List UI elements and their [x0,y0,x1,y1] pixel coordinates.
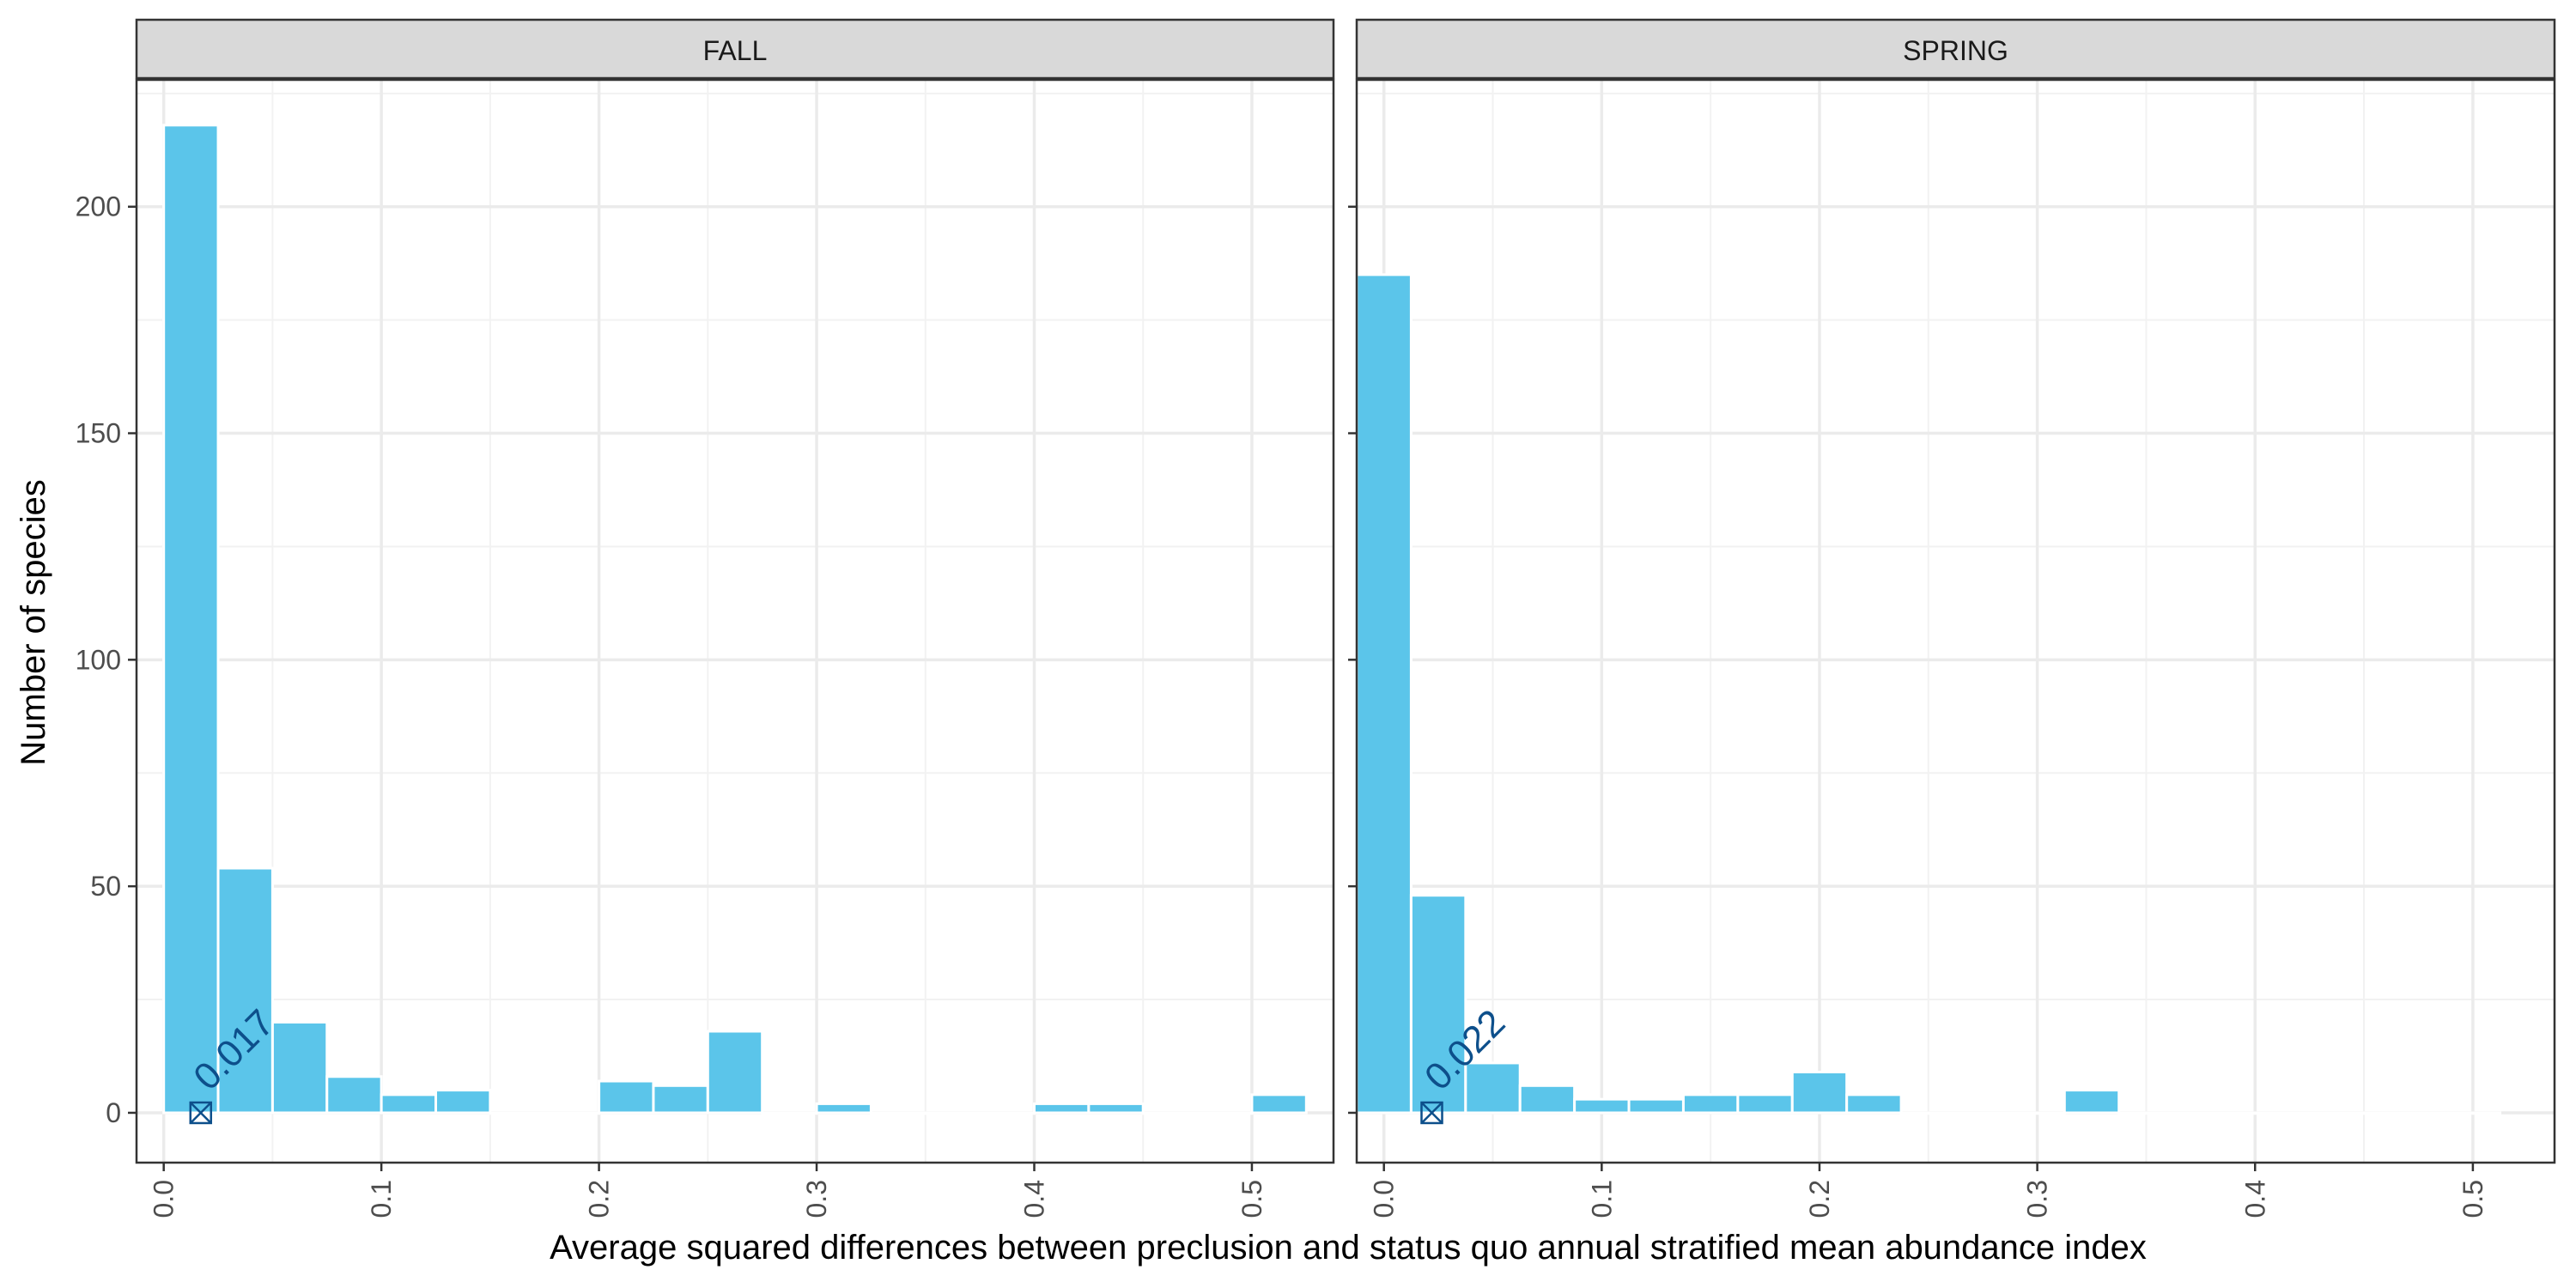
x-tick-label: 0.1 [1586,1180,1617,1218]
x-axis-label: Average squared differences between prec… [550,1229,2147,1267]
y-axis-label: Number of species [15,479,52,765]
x-tick-label: 0.4 [1019,1180,1050,1218]
histogram-bar [1518,1084,1577,1115]
histogram-bar [162,124,220,1115]
x-tick-label: 0.0 [149,1180,179,1218]
histogram-bar [1790,1070,1849,1115]
median-marker [189,1101,213,1125]
histogram-bar [2444,1111,2502,1115]
histogram-bar [2227,1111,2284,1115]
x-tick-label: 0.2 [584,1180,615,1218]
x-tick-label: 0.1 [366,1180,397,1218]
histogram-bar [1627,1097,1685,1115]
histogram-bar [543,1111,601,1115]
histogram-bar [2172,1111,2230,1115]
histogram-bar [434,1089,492,1115]
histogram-bar [489,1111,546,1115]
x-tick-label: 0.3 [2022,1180,2053,1218]
median-marker [1420,1101,1443,1125]
x-tick-label: 0.0 [1369,1180,1400,1218]
histogram-bar [380,1093,437,1115]
histogram-bar [1141,1111,1200,1115]
histogram-bar [598,1079,655,1115]
y-tick-label: 50 [90,871,121,902]
histogram-bar [706,1030,764,1115]
histogram-bar [652,1084,709,1115]
panel-border [1355,78,2556,1164]
plot-background [1357,80,2555,1163]
histogram-bar [2063,1089,2121,1115]
x-tick-label: 0.4 [2239,1180,2270,1218]
histogram-bar [1845,1093,1903,1115]
histogram-bar [924,1111,981,1115]
histogram-bar [1250,1093,1308,1115]
histogram-bar [1954,1111,2012,1115]
panel-strip-label: SPRING [1903,35,2008,66]
histogram-bar [1196,1111,1254,1115]
histogram-bar [1087,1102,1145,1115]
histogram-bar [325,1075,383,1115]
panel-strip [1355,18,2556,80]
histogram-bar [761,1111,818,1115]
x-tick-label: 0.5 [1236,1180,1267,1218]
histogram-bar [815,1102,872,1115]
panel-strip-label: FALL [703,35,768,66]
histogram-bar [2390,1111,2447,1115]
histogram-bar [2117,1111,2175,1115]
histogram-bar [1681,1093,1740,1115]
x-tick-label: 0.3 [801,1180,832,1218]
histogram-bar [1736,1093,1794,1115]
histogram-bar [270,1020,329,1115]
histogram-bar [1899,1111,1957,1115]
histogram-bar [216,866,274,1115]
histogram-bar [2008,1111,2066,1115]
panel-border [135,78,1335,1164]
y-tick-label: 200 [76,191,121,222]
histogram-bar [2335,1111,2393,1115]
y-tick-label: 0 [106,1097,121,1128]
x-tick-label: 0.5 [2458,1180,2488,1218]
histogram-bar [1573,1097,1631,1115]
plot-background [137,80,1334,1163]
histogram-bar [1355,273,1413,1115]
y-tick-label: 100 [76,644,121,675]
histogram-bar [978,1111,1036,1115]
histogram-bar [1409,894,1467,1115]
histogram-bar [2281,1111,2338,1115]
histogram-bar [1033,1102,1091,1115]
y-tick-label: 150 [76,418,121,449]
x-tick-label: 0.2 [1804,1180,1835,1218]
histogram-bar [869,1111,927,1115]
panel-strip [135,18,1335,80]
